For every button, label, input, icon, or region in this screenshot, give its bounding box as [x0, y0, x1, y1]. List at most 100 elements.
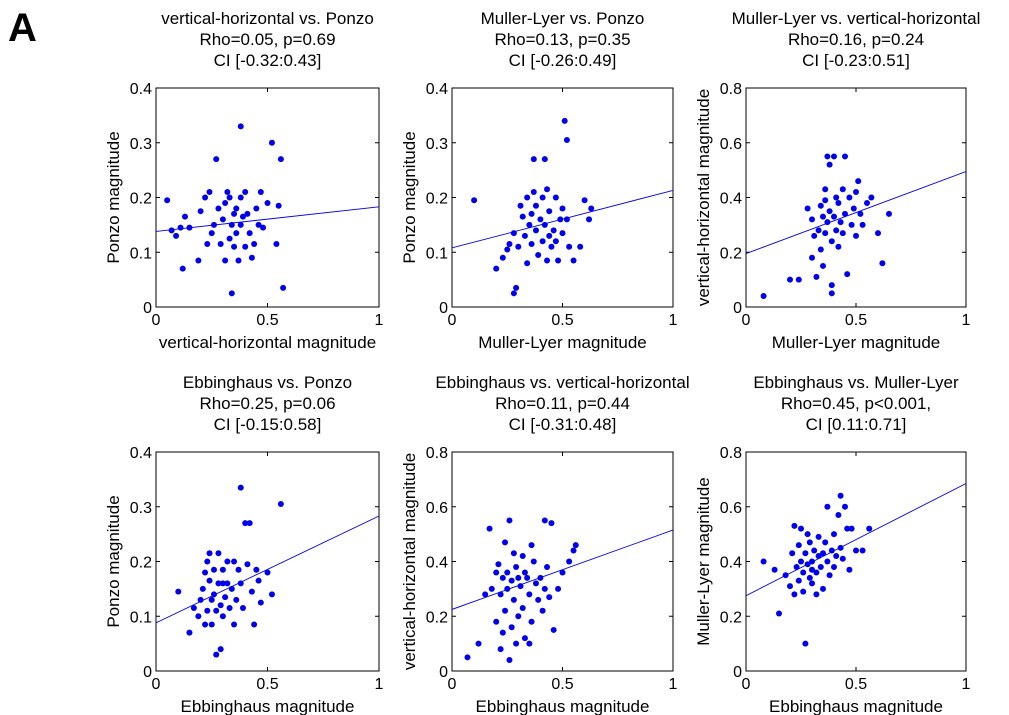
- x-axis-label: Ebbinghaus magnitude: [769, 697, 943, 715]
- data-point: [802, 640, 809, 647]
- data-point: [776, 610, 782, 617]
- y-tick-label: 0: [733, 300, 742, 317]
- y-axis-label: Ponzo magnitude: [400, 131, 419, 263]
- data-point: [521, 569, 528, 576]
- data-point: [546, 594, 553, 601]
- data-point: [546, 208, 553, 215]
- data-point: [513, 284, 520, 291]
- data-point: [231, 243, 238, 250]
- data-point: [532, 202, 539, 209]
- chart-title-line: CI [-0.23:0.51]: [802, 51, 910, 70]
- data-point: [204, 241, 211, 248]
- x-tick-label: 1: [962, 312, 971, 329]
- data-point: [251, 621, 258, 628]
- data-point: [828, 547, 835, 554]
- data-point: [515, 574, 522, 581]
- data-point: [502, 607, 509, 614]
- data-point: [210, 221, 217, 228]
- chart-title-line: vertical-horizontal vs. Ponzo: [161, 9, 374, 28]
- fit-line: [156, 515, 379, 624]
- data-point: [510, 230, 517, 237]
- data-point: [760, 558, 767, 565]
- data-point: [835, 243, 842, 250]
- data-point: [499, 629, 506, 636]
- data-point: [219, 613, 226, 620]
- plot-frame: [745, 87, 967, 308]
- data-point: [544, 257, 551, 264]
- data-point: [204, 607, 211, 614]
- y-tick-label: 0.1: [130, 245, 152, 262]
- data-point: [488, 585, 495, 592]
- data-point: [572, 542, 579, 549]
- data-point: [217, 646, 224, 653]
- data-point: [239, 213, 246, 220]
- data-point: [828, 290, 835, 297]
- data-point: [213, 607, 220, 614]
- data-point: [853, 547, 859, 554]
- data-point: [561, 117, 568, 124]
- y-axis-label: vertical-horizontal magnitude: [694, 89, 713, 306]
- data-point: [544, 186, 551, 193]
- data-point: [541, 156, 548, 163]
- plot-frame: [155, 451, 380, 672]
- data-point: [809, 216, 815, 223]
- data-point: [206, 189, 213, 196]
- data-point: [246, 520, 253, 527]
- data-point: [586, 216, 593, 223]
- data-point: [246, 230, 253, 237]
- data-point: [237, 221, 244, 228]
- y-tick-label: 0.6: [720, 500, 742, 517]
- data-point: [515, 243, 522, 250]
- data-point: [826, 572, 833, 579]
- data-point: [231, 558, 238, 565]
- x-tick-label: 0: [742, 676, 751, 693]
- data-point: [566, 243, 573, 250]
- y-tick-label: 0: [733, 664, 742, 681]
- data-point: [886, 210, 892, 217]
- panel-label: A: [8, 6, 37, 50]
- data-point: [524, 194, 531, 201]
- data-point: [237, 194, 244, 201]
- data-point: [255, 221, 262, 228]
- data-point: [257, 189, 264, 196]
- data-point: [277, 156, 284, 163]
- data-point: [835, 511, 842, 518]
- x-tick-label: 0.5: [845, 676, 867, 693]
- data-point: [842, 153, 848, 160]
- data-point: [475, 640, 482, 647]
- data-point: [195, 613, 202, 620]
- data-point: [508, 577, 515, 584]
- data-point: [815, 227, 822, 234]
- data-point: [833, 227, 840, 234]
- fit-line: [156, 206, 379, 232]
- y-axis-label: vertical-horizontal magnitude: [400, 453, 419, 670]
- data-point: [506, 517, 513, 524]
- data-point: [268, 591, 275, 598]
- data-point: [555, 585, 562, 592]
- data-point: [528, 210, 535, 217]
- chart-title-line: Ebbinghaus vs. Ponzo: [183, 373, 352, 392]
- data-point: [190, 605, 197, 612]
- x-tick-label: 0: [448, 676, 457, 693]
- y-tick-label: 0.3: [130, 500, 152, 517]
- data-point: [535, 251, 542, 258]
- x-tick-label: 0.5: [845, 312, 867, 329]
- data-point: [798, 558, 804, 565]
- data-point: [217, 602, 224, 609]
- y-tick-label: 0.8: [720, 81, 742, 98]
- x-tick-label: 0: [152, 312, 161, 329]
- y-tick-label: 0.4: [426, 81, 448, 98]
- data-point: [846, 566, 853, 573]
- chart-title-line: CI [-0.15:0.58]: [214, 415, 322, 434]
- data-point: [806, 574, 813, 581]
- data-point: [208, 230, 215, 237]
- data-point: [215, 550, 222, 557]
- chart-title-line: Rho=0.05, p=0.69: [199, 30, 335, 49]
- data-point: [850, 205, 857, 212]
- data-point: [552, 238, 559, 245]
- y-axis-label: Ponzo magnitude: [104, 495, 123, 627]
- data-point: [826, 208, 833, 215]
- chart-title-line: CI [-0.26:0.49]: [509, 51, 617, 70]
- x-axis-label: Ebbinghaus magnitude: [181, 697, 355, 715]
- data-point: [839, 230, 846, 237]
